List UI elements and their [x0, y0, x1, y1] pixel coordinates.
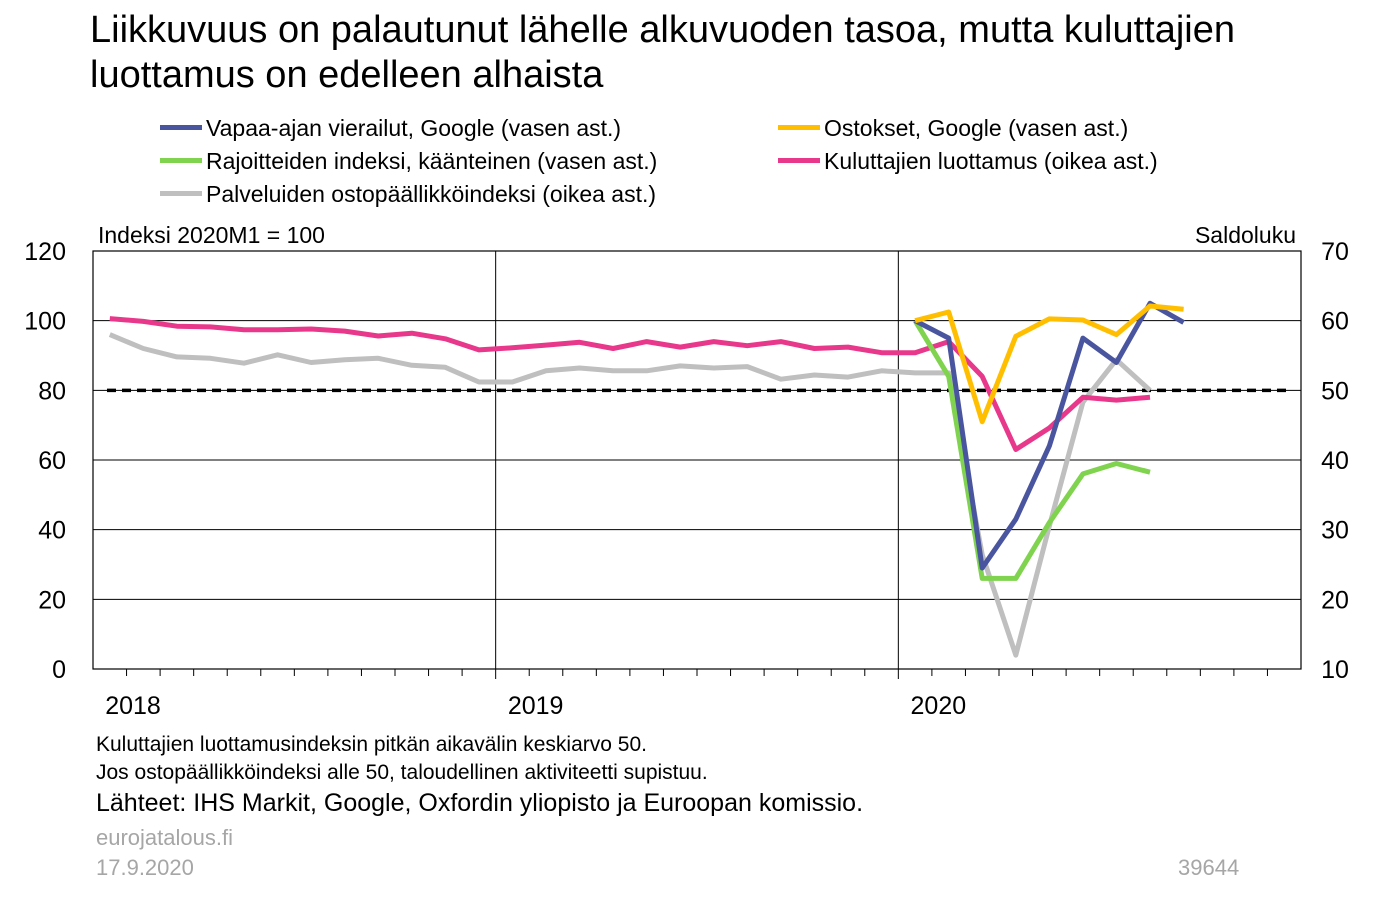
y-right-tick-label: 30	[1321, 517, 1349, 545]
y-left-tick-label: 60	[38, 447, 66, 475]
site-name: eurojatalous.fi	[96, 825, 233, 850]
legend-label: Rajoitteiden indeksi, käänteinen (vasen …	[206, 148, 658, 174]
legend-item-kuluttajat: Kuluttajien luottamus (oikea ast.)	[778, 145, 1158, 177]
legend-swatch	[160, 191, 202, 197]
y-left-tick-label: 40	[38, 517, 66, 545]
chart-title: Liikkuvuus on palautunut lähelle alkuvuo…	[90, 9, 1235, 96]
footnote-pmi: Jos ostopäällikköindeksi alle 50, taloud…	[96, 761, 708, 784]
legend-label: Ostokset, Google (vasen ast.)	[824, 115, 1129, 141]
y-left-tick-label: 100	[24, 308, 66, 336]
series-line-kuluttajien-luottamus	[109, 316, 1151, 452]
legend-swatch	[778, 158, 820, 164]
legend-swatch	[160, 158, 202, 164]
legend-item-ostokset: Ostokset, Google (vasen ast.)	[778, 112, 1128, 144]
legend-item-rajoitteet: Rajoitteiden indeksi, käänteinen (vasen …	[160, 145, 657, 177]
chart-id: 39644	[1178, 855, 1240, 880]
series-line-ostokset	[914, 303, 1184, 425]
source-text: Lähteet: IHS Markit, Google, Oxfordin yl…	[96, 789, 864, 817]
legend-item-vapaa-ajan: Vapaa-ajan vierailut, Google (vasen ast.…	[160, 112, 621, 144]
right-axis-label: Saldoluku	[1195, 222, 1296, 248]
series-line-palveluiden-ostopäällikköindeksi	[108, 332, 1152, 658]
y-right-tick-label: 70	[1321, 238, 1349, 266]
legend-label: Kuluttajien luottamus (oikea ast.)	[824, 148, 1158, 174]
legend-item-palvelut: Palveluiden ostopäällikköindeksi (oikea …	[160, 178, 656, 210]
publish-date: 17.9.2020	[96, 855, 194, 880]
legend-label: Vapaa-ajan vierailut, Google (vasen ast.…	[206, 115, 622, 141]
series-lines	[108, 300, 1185, 658]
axis-ticks	[126, 669, 1268, 679]
legend-swatch	[778, 125, 820, 131]
y-left-tick-label: 20	[38, 586, 66, 614]
x-tick-label: 2020	[911, 692, 967, 720]
footnote-consumer-average: Kuluttajien luottamusindeksin pitkän aik…	[96, 733, 647, 756]
legend-label: Palveluiden ostopäällikköindeksi (oikea …	[206, 181, 657, 207]
axis-labels: 0 20 40 60 80 100 120 10 20 30 40 50 60 70 2018 2019 202…	[24, 238, 1349, 720]
y-left-tick-label: 0	[52, 656, 66, 684]
series-line-rajoitteiden-indeksi	[912, 319, 1151, 581]
y-right-tick-label: 10	[1321, 656, 1349, 684]
y-left-tick-label: 80	[38, 377, 66, 405]
left-axis-label: Indeksi 2020M1 = 100	[98, 222, 325, 248]
y-right-tick-label: 20	[1321, 586, 1349, 614]
y-left-tick-label: 120	[24, 238, 66, 266]
y-right-tick-label: 60	[1321, 308, 1349, 336]
grid-lines	[93, 251, 1301, 669]
legend-swatch	[160, 125, 202, 131]
y-right-tick-label: 50	[1321, 377, 1349, 405]
x-tick-label: 2019	[508, 692, 564, 720]
y-right-tick-label: 40	[1321, 447, 1349, 475]
chart-legend: Vapaa-ajan vierailut, Google (vasen ast.…	[160, 112, 1310, 217]
series-line-vapaa-ajan-vierailut	[913, 300, 1185, 571]
x-tick-label: 2018	[105, 692, 161, 720]
